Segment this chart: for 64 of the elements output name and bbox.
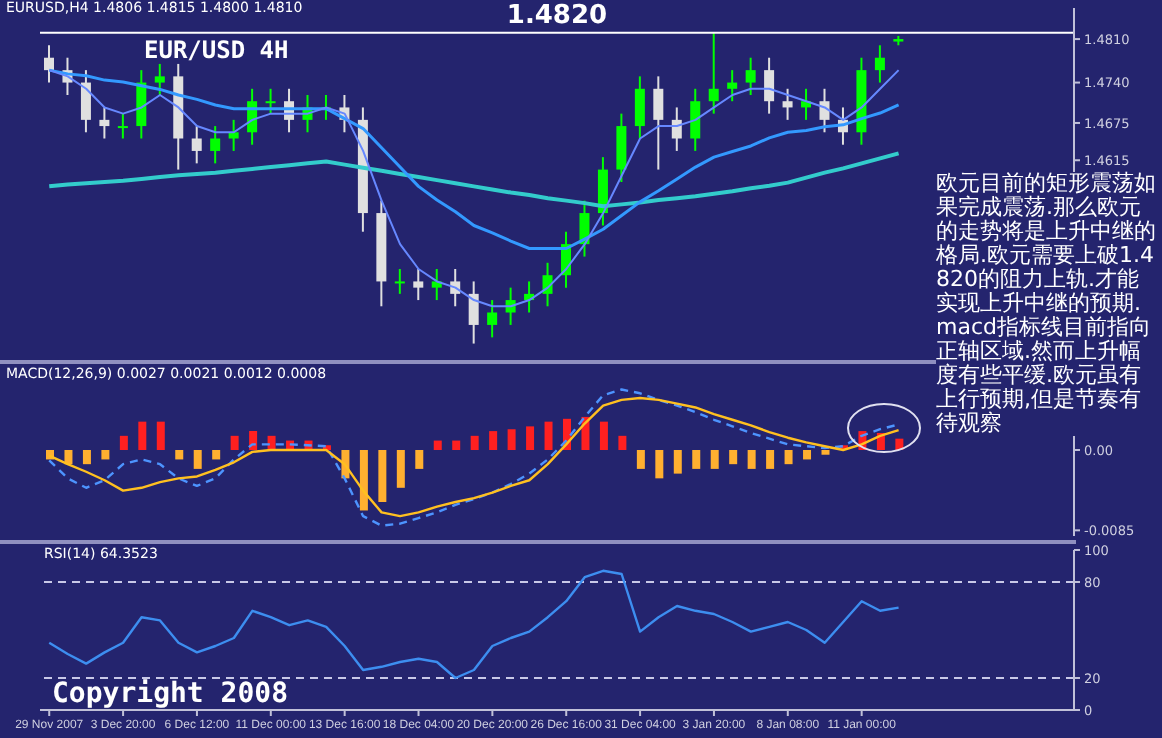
bar	[729, 450, 738, 465]
candlestick	[191, 125, 202, 165]
bar	[710, 450, 719, 469]
text: EUR/USD 4H	[144, 36, 289, 64]
bar	[433, 440, 442, 450]
bar	[138, 421, 147, 450]
candlestick	[653, 75, 664, 171]
ref-line-label: 1.4820	[506, 0, 608, 31]
annotation: Copyright 2008	[52, 678, 289, 710]
bar	[64, 450, 73, 465]
bar	[673, 450, 682, 474]
bar	[618, 435, 627, 450]
candlestick	[431, 268, 442, 302]
candlestick	[819, 87, 830, 134]
candlestick	[99, 106, 110, 140]
bar	[692, 450, 701, 469]
bar	[230, 435, 239, 450]
bar	[655, 450, 664, 479]
bar	[378, 450, 387, 502]
text: 欧元目前的矩形震荡如果完成震荡.那么欧元的走势将是上升中继的格局.欧元需要上破1.4820的阻力上轨.才能实现上升中继的预期.macd指标线目前指向正轴区域.然而上升幅度有些平缓.欧元虽有上行预期,但是节奏有待观察	[936, 170, 1156, 436]
candlestick	[228, 118, 239, 152]
candlestick	[671, 106, 682, 152]
candlestick	[210, 125, 221, 165]
candlestick	[154, 62, 165, 96]
candlestick	[782, 87, 793, 121]
bar	[452, 440, 461, 450]
bar	[359, 450, 368, 511]
bar	[636, 450, 645, 469]
candlestick	[468, 280, 479, 345]
candlestick	[745, 56, 756, 96]
bar	[507, 429, 516, 450]
candlestick	[265, 87, 276, 115]
candlestick	[117, 112, 128, 140]
bar	[101, 450, 110, 460]
bar	[193, 450, 202, 469]
candlestick	[80, 69, 91, 134]
candlestick	[874, 44, 885, 84]
candlestick	[44, 44, 54, 84]
candlestick	[394, 268, 405, 295]
candlestick	[487, 299, 498, 339]
bar	[766, 450, 775, 469]
bar	[470, 435, 479, 450]
candlestick	[727, 69, 738, 103]
bar	[747, 450, 756, 469]
bar	[526, 426, 535, 450]
bar	[82, 450, 91, 465]
bar	[415, 450, 424, 469]
bar	[156, 421, 165, 450]
candlestick	[616, 112, 627, 183]
candlestick	[413, 268, 424, 302]
candlestick	[708, 31, 719, 115]
bar	[803, 450, 812, 460]
bar	[119, 435, 128, 450]
candlestick	[764, 56, 775, 115]
bar	[599, 421, 608, 450]
bar	[212, 450, 221, 460]
candlestick	[690, 87, 701, 152]
candlestick	[634, 75, 645, 140]
line-series	[48, 569, 900, 680]
bar	[784, 450, 793, 465]
bar	[489, 431, 498, 450]
bar	[396, 450, 405, 488]
bar	[544, 421, 553, 450]
bar	[175, 450, 184, 460]
